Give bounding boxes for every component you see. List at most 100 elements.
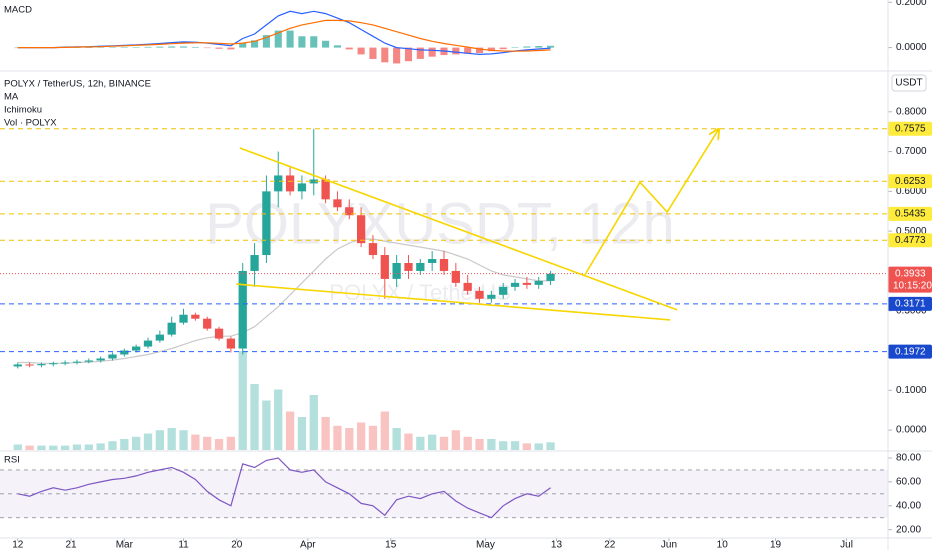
price-level-box — [888, 121, 932, 136]
candle-body — [226, 338, 236, 349]
candle-body — [392, 262, 401, 279]
x-tick-label: Apr — [300, 540, 316, 550]
candle-body — [143, 340, 153, 347]
candle-body — [72, 361, 82, 363]
y-tick-label: 60.00 — [896, 477, 921, 488]
x-tick-label: Jul — [840, 540, 853, 550]
x-tick-label: 20 — [231, 540, 243, 550]
macd-histogram-bar — [215, 47, 223, 49]
price-level-label: 0.3171 — [895, 299, 926, 310]
volume-bar — [392, 428, 401, 450]
x-tick-label: 21 — [65, 540, 77, 550]
candle-body — [214, 328, 224, 339]
candle-body — [274, 175, 283, 192]
macd-histogram-bar — [298, 36, 306, 48]
volume-bar — [203, 436, 212, 450]
price-level-box — [888, 296, 932, 311]
volume-bar — [96, 443, 105, 450]
volume-bar — [226, 436, 236, 450]
candle-body — [333, 199, 342, 208]
candle-body — [96, 358, 105, 361]
volume-bar — [191, 434, 200, 450]
x-tick-label: Mar — [116, 540, 134, 550]
candle-body — [167, 322, 176, 335]
current-price-label: 0.3933 — [895, 268, 926, 279]
candle-body — [439, 259, 449, 271]
macd-histogram-bar — [14, 47, 22, 49]
price-level-label: 0.6253 — [895, 176, 926, 187]
candle-body — [49, 363, 58, 365]
macd-histogram-bar — [487, 47, 495, 52]
volume-bar — [428, 434, 437, 450]
price-level-box — [888, 344, 932, 359]
macd-histogram-bar — [227, 47, 235, 50]
candle-body — [404, 262, 413, 271]
macd-histogram-bar — [499, 47, 507, 50]
price-level-label: 0.1972 — [895, 346, 926, 357]
volume-bar — [499, 441, 508, 450]
volume-bar — [13, 444, 22, 450]
price-level-label: 0.7575 — [895, 123, 926, 134]
price-panel — [13, 128, 555, 450]
candle-body — [179, 314, 188, 323]
candle-body — [451, 270, 460, 283]
symbol-title: POLYX / TetherUS, 12h, BINANCE — [4, 79, 151, 90]
volume-bar — [404, 433, 413, 450]
macd-histogram-bar — [262, 35, 270, 48]
candle-body — [285, 175, 295, 192]
volume-bar — [84, 444, 93, 450]
macd-histogram-bar — [144, 46, 152, 48]
x-tick-label: 10 — [717, 540, 729, 550]
candle-body — [345, 207, 354, 216]
macd-histogram-bar — [416, 47, 424, 59]
volume-bar — [214, 439, 224, 450]
y-tick-label: 0.0000 — [896, 42, 927, 53]
candle-body — [13, 364, 22, 367]
macd-histogram-bar — [85, 47, 93, 48]
candle-body — [297, 183, 307, 192]
y-tick-label: 0.2000 — [896, 0, 927, 8]
candle-body — [191, 314, 200, 319]
candle-body — [475, 290, 484, 299]
candle-body — [499, 286, 508, 295]
price-level-box — [888, 233, 932, 248]
watermark-title: POLYXUSDT, 12h — [205, 191, 675, 256]
macd-histogram-bar — [404, 47, 413, 62]
volume-bar — [439, 436, 449, 450]
x-tick-label: May — [476, 540, 495, 550]
price-level-label: 0.5435 — [895, 208, 926, 219]
volume-bar — [309, 395, 318, 450]
x-tick-label: 15 — [385, 540, 397, 550]
volume-bar — [179, 430, 188, 450]
macd-histogram-bar — [428, 47, 436, 57]
macd-histogram-bar — [191, 46, 199, 48]
candle-body — [309, 179, 318, 184]
macd-histogram-bar — [369, 47, 377, 59]
volume-bar — [356, 422, 366, 450]
candle-body — [250, 255, 259, 271]
macd-histogram-bar — [120, 47, 128, 48]
macd-histogram-bar — [274, 30, 282, 48]
candle-body — [132, 346, 141, 351]
volume-bar — [238, 351, 247, 450]
candle-body — [522, 282, 532, 285]
volume-bar — [60, 445, 70, 450]
x-tick-label: 11 — [178, 540, 189, 550]
volume-bar — [333, 425, 342, 450]
currency-label[interactable]: USDT — [895, 78, 922, 89]
y-tick-label: 0.8000 — [896, 106, 927, 117]
volume-bar — [262, 400, 271, 450]
macd-histogram-bar — [452, 47, 460, 55]
macd-histogram-bar — [97, 47, 105, 48]
candle-body — [238, 270, 247, 349]
macd-histogram-bar — [464, 47, 472, 54]
macd-histogram-bar — [345, 47, 353, 50]
macd-histogram-bar — [523, 46, 531, 48]
moving-average — [17, 238, 551, 364]
volume-bar — [297, 417, 307, 450]
candle-body — [155, 334, 164, 341]
currency-button[interactable] — [891, 74, 927, 92]
y-tick-label: 0.5000 — [896, 226, 927, 237]
rsi-title: RSI — [4, 455, 20, 466]
volume-bar — [510, 441, 520, 450]
